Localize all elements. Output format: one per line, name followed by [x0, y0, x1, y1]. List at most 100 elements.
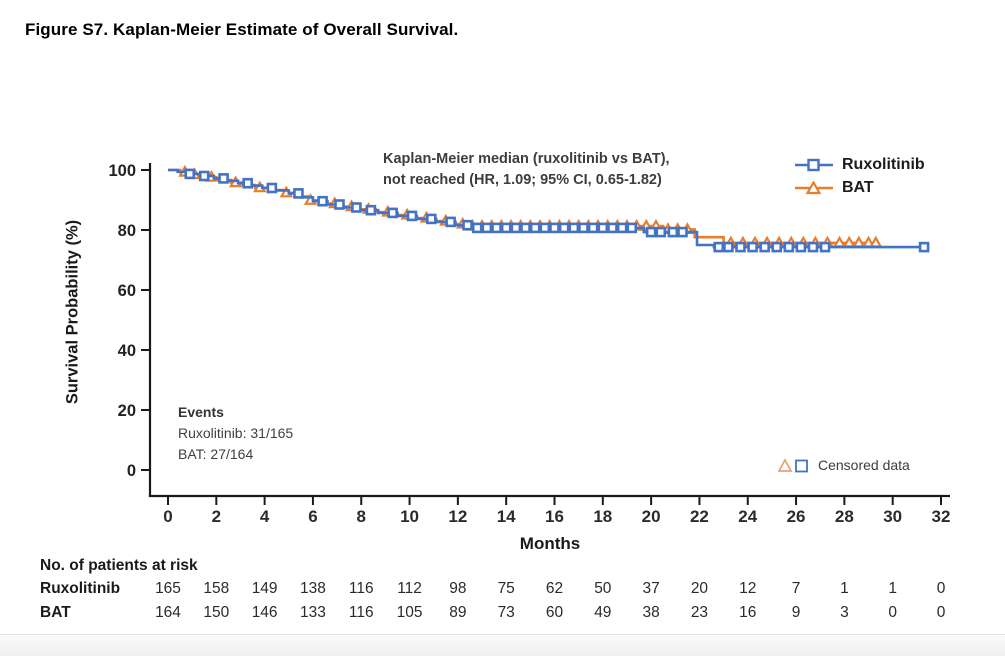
censor-marker-square [334, 199, 345, 210]
censor-marker-square [616, 222, 628, 234]
censor-marker-triangle [600, 218, 615, 231]
risk-count: 0 [936, 604, 946, 621]
risk-count: 1 [888, 580, 897, 597]
y-tick-label: 40 [118, 342, 136, 360]
censor-marker-square [491, 222, 502, 234]
censor-marker-square [645, 226, 657, 238]
censor-marker-triangle [419, 210, 434, 223]
censor-marker-square [266, 182, 278, 194]
censor-marker-triangle [649, 218, 663, 231]
censor-marker-square [587, 222, 599, 234]
x-tick-label: 20 [642, 507, 661, 526]
censor-marker-triangle [724, 235, 738, 248]
x-tick-label: 18 [593, 507, 612, 526]
events-annotation: Events Ruxolitinib: 31/165 BAT: 27/164 [178, 402, 293, 465]
censor-marker-square [735, 241, 746, 253]
censor-marker-square [807, 241, 819, 253]
censored-data-key: Censored data [778, 457, 910, 473]
censor-marker-square [387, 207, 398, 219]
censor-marker-square [759, 241, 770, 253]
censor-marker-square [607, 222, 618, 234]
bat-line-triangle-icon [795, 180, 833, 194]
risk-count: 116 [348, 580, 374, 597]
risk-count: 150 [203, 604, 230, 621]
x-tick-label: 22 [690, 507, 709, 526]
censor-marker-square [539, 222, 551, 234]
risk-count: 75 [497, 580, 515, 597]
legend-label-bat: BAT [842, 178, 874, 196]
censor-marker-square [795, 241, 807, 253]
risk-count: 37 [642, 580, 660, 597]
risk-count: 105 [396, 604, 423, 621]
risk-count: 7 [791, 580, 801, 597]
y-tick-label: 60 [118, 282, 136, 300]
censor-marker-triangle [187, 167, 202, 180]
x-tick-label: 2 [212, 507, 221, 526]
censor-marker-triangle [381, 204, 395, 217]
censor-marker-triangle [504, 218, 518, 231]
risk-count: 98 [449, 580, 467, 597]
x-tick-label: 10 [400, 507, 419, 526]
censor-marker-triangle [620, 218, 634, 231]
censor-marker-triangle [784, 235, 798, 248]
x-axis-title: Months [519, 534, 581, 553]
y-tick-label: 80 [118, 222, 136, 240]
censor-marker-triangle [475, 218, 489, 231]
censor-marker-triangle [671, 222, 685, 234]
censor-marker-square [445, 216, 456, 228]
censor-marker-triangle [842, 235, 856, 248]
censor-marker-triangle [542, 218, 557, 231]
censor-marker-triangle [562, 218, 576, 231]
censor-marker-triangle [361, 202, 376, 214]
censor-marker-square [242, 177, 254, 189]
censor-marker-triangle [571, 218, 586, 231]
risk-count: 20 [690, 580, 709, 597]
censor-marker-square [667, 226, 679, 238]
censor-marker-triangle [513, 218, 528, 231]
censor-marker-square [655, 226, 667, 238]
risk-count: 0 [936, 580, 946, 597]
censor-marker-triangle [861, 235, 876, 248]
events-ruxolitinib: Ruxolitinib: 31/165 [178, 425, 294, 441]
censor-marker-square [406, 210, 418, 222]
risk-count: 3 [840, 604, 849, 621]
risk-count: 12 [739, 580, 757, 597]
censor-marker-square [578, 222, 589, 234]
figure-title: Figure S7. Kaplan-Meier Estimate of Over… [25, 20, 459, 39]
risk-table-heading: No. of patients at risk [40, 557, 198, 574]
x-tick-label: 6 [308, 507, 317, 526]
risk-count: 23 [690, 604, 709, 621]
censor-marker-square [351, 202, 362, 213]
censor-marker-triangle [494, 218, 509, 231]
y-tick-label: 100 [108, 162, 136, 180]
risk-count: 165 [155, 580, 181, 597]
censor-marker-square [218, 173, 229, 184]
risk-count: 112 [397, 580, 422, 597]
censor-marker-square [481, 222, 493, 234]
censor-marker-square [723, 241, 734, 253]
censor-marker-triangle [253, 180, 267, 193]
ruxolitinib-line-square-icon [795, 158, 833, 171]
censor-marker-triangle [680, 222, 695, 234]
censor-marker-triangle [465, 218, 480, 231]
censor-marker-square [471, 222, 483, 234]
legend: Ruxolitinib BAT [793, 153, 925, 199]
risk-count: 1 [840, 580, 849, 597]
censor-marker-triangle [439, 213, 453, 226]
censor-marker-square [317, 195, 328, 207]
censor-marker-triangle [639, 218, 653, 231]
censor-marker-triangle [591, 218, 605, 231]
x-tick-label: 8 [357, 507, 366, 526]
x-tick-label: 28 [835, 507, 854, 526]
censor-marker-triangle [344, 199, 359, 212]
censor-marker-triangle [485, 218, 499, 231]
censored-data-label: Censored data [818, 457, 910, 473]
censor-marker-square [558, 222, 570, 234]
risk-count: 116 [348, 604, 374, 621]
censor-marker-triangle [820, 235, 835, 248]
risk-count: 50 [594, 580, 612, 597]
censor-marker-square [677, 226, 688, 238]
censor-marker-square [198, 170, 210, 182]
censor-marker-square [426, 213, 437, 225]
